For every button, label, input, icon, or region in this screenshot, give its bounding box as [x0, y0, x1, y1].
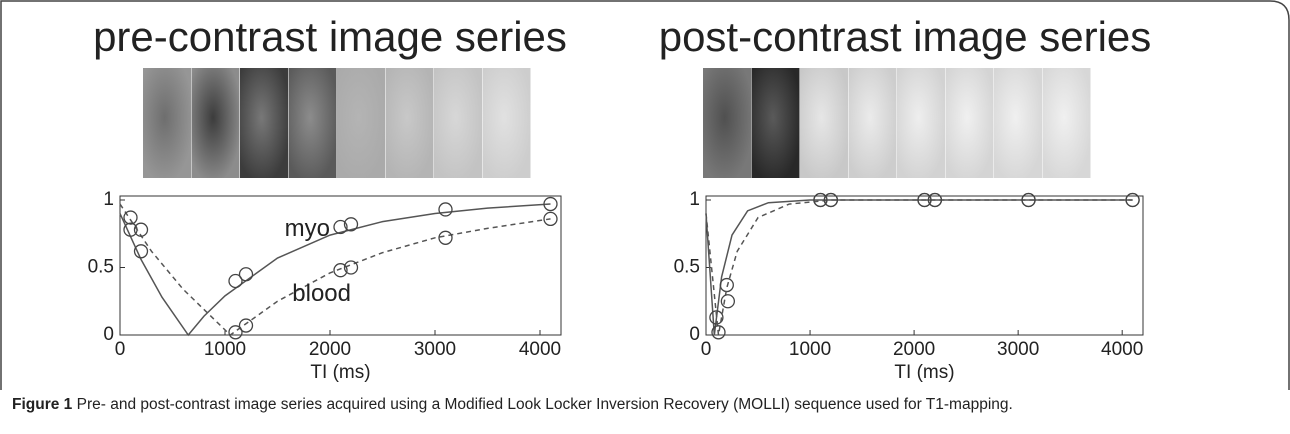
data-point [438, 230, 453, 245]
mri-image [897, 68, 945, 178]
data-point [823, 192, 839, 208]
y-tick-label: 0.5 [674, 257, 700, 278]
x-axis-label: TI (ms) [894, 362, 954, 383]
data-point [927, 192, 943, 208]
data-point [709, 310, 724, 325]
plot-area [705, 195, 1144, 336]
data-point [343, 260, 359, 275]
data-point [238, 318, 254, 333]
x-tick-label: 0 [701, 339, 712, 360]
mri-image [143, 68, 191, 178]
mri-image [703, 68, 751, 178]
data-point [133, 222, 149, 237]
y-tick-label: 1 [103, 189, 114, 210]
data-point [343, 217, 359, 232]
fit-line [705, 199, 1133, 336]
fit-line [705, 199, 1133, 336]
x-axis-label: TI (ms) [310, 362, 370, 383]
x-tick-label: 2000 [893, 339, 935, 360]
data-point [711, 325, 726, 340]
data-point [543, 196, 558, 212]
chart-title: pre-contrast image series [93, 13, 567, 60]
y-tick-label: 0 [103, 324, 114, 345]
x-tick-label: 3000 [414, 339, 456, 360]
mri-image [385, 68, 434, 178]
data-point [333, 219, 348, 235]
y-tick-label: 0.5 [88, 257, 114, 278]
mri-image [751, 68, 800, 178]
data-point [123, 210, 138, 225]
x-tick-label: 4000 [1101, 339, 1143, 360]
caption-text: Pre- and post-contrast image series acqu… [76, 396, 1013, 413]
mri-image [1042, 68, 1091, 178]
x-tick-label: 2000 [309, 339, 351, 360]
mri-image [945, 68, 994, 178]
data-point [720, 294, 735, 309]
mri-image [240, 68, 288, 178]
x-tick-label: 4000 [519, 339, 561, 360]
chart-title: post-contrast image series [659, 13, 1152, 60]
data-point [333, 263, 348, 278]
data-point [133, 244, 149, 259]
data-point [228, 325, 243, 340]
frame [0, 0, 1290, 390]
data-point [1125, 192, 1140, 208]
x-tick-label: 0 [115, 339, 126, 360]
mri-image [482, 68, 531, 178]
fit-line [119, 203, 551, 336]
data-point [917, 192, 932, 208]
data-point [228, 273, 243, 289]
mri-image [191, 68, 240, 178]
mri-image [848, 68, 897, 178]
mri-image [994, 68, 1042, 178]
data-point [813, 192, 828, 208]
plot-area [119, 195, 562, 336]
mri-image [800, 68, 848, 178]
data-point [543, 211, 558, 227]
data-point [438, 202, 453, 217]
x-tick-label: 3000 [997, 339, 1039, 360]
y-tick-label: 1 [689, 189, 700, 210]
figure-label: Figure 1 [12, 396, 73, 413]
x-tick-label: 1000 [204, 339, 246, 360]
data-point [1021, 192, 1036, 208]
x-tick-label: 1000 [789, 339, 831, 360]
mri-image [434, 68, 482, 178]
mri-image [288, 68, 337, 178]
series-label: blood [292, 280, 351, 307]
mri-image [337, 68, 385, 178]
y-tick-label: 0 [689, 324, 700, 345]
caption: Figure 1 Pre- and post-contrast image se… [12, 394, 1274, 415]
data-point [238, 267, 254, 282]
series-label: myo [285, 215, 330, 242]
